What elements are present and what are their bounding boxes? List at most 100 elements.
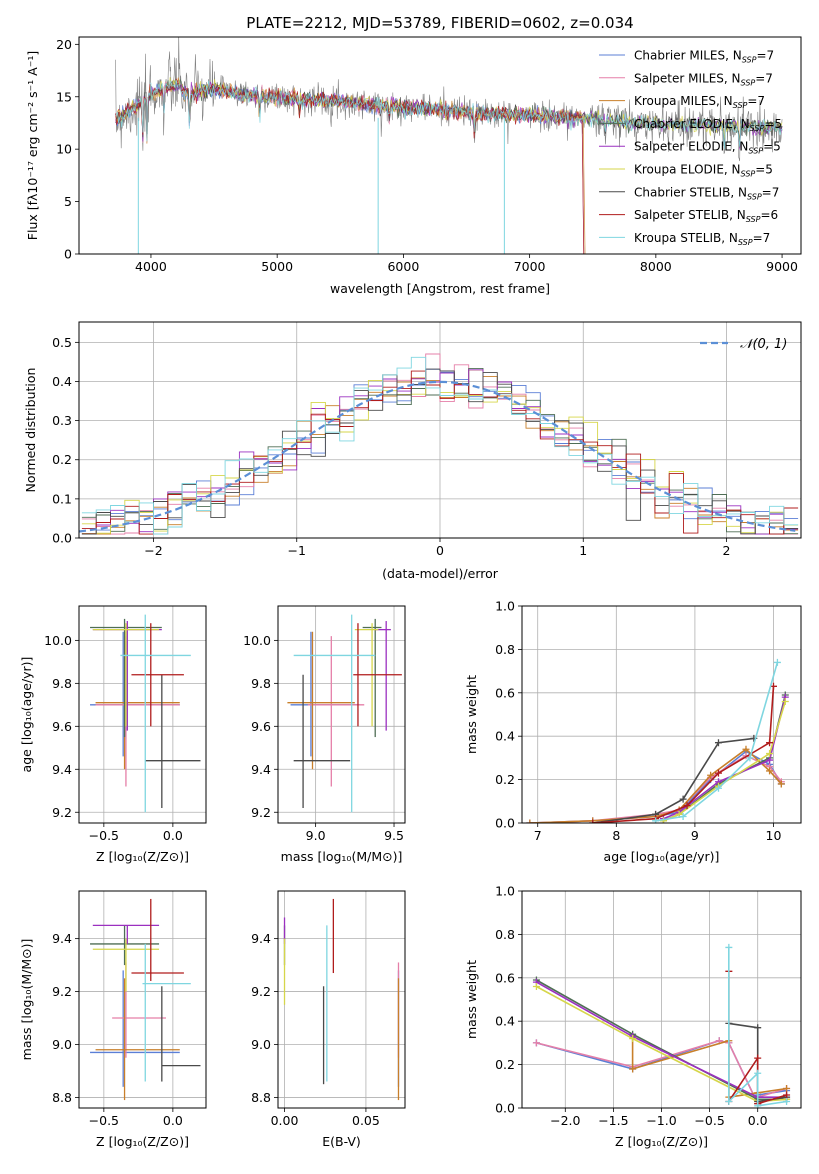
age-weight-panel: 7 8 9 10 0.0 0.2 0.4 0.6 0.8 1.0 age [log₁₀(age/yr… [464,599,802,864]
x-tick-label: 8 [612,828,620,843]
z-mass-panel: −0.5 0.0 8.8 9.0 9.2 9.4 Z [log₁₀(Z/Z⊙)] mass [… [19,890,207,1149]
x-tick-label: 0 [436,543,444,558]
x-tick-label: −1.0 [646,1113,676,1128]
y-tick-label: 9.2 [251,805,271,820]
legend-suffix: =6 [760,208,778,222]
histogram-kroupa-stelib [81,356,799,535]
y-tick-label: 9.8 [251,676,271,691]
legend-suffix: =5 [764,117,782,131]
x-tick-label: 1 [579,543,587,558]
y-axis-label: mass [log₁₀(M/M⊙)] [19,939,34,1061]
weight-marker [754,1054,762,1062]
x-tick-label: 0.0 [163,828,183,843]
x-tick-label: 0.0 [163,1113,183,1128]
spectrum-panel: 4000 5000 6000 7000 8000 9000 0 5 10 15 20 waveleng… [25,14,802,296]
normal-curve [79,380,796,533]
y-axis-label: Normed distribution [23,368,38,493]
x-tick-label: −0.5 [694,1113,724,1128]
x-tick-label: −2.0 [550,1113,580,1128]
legend-suffix: =7 [755,71,773,85]
weight-marker [589,819,597,823]
y-axis-label: Flux [fλ10⁻¹⁷ erg cm⁻² s⁻¹ A⁻¹] [25,51,40,240]
weight-marker [532,982,540,990]
mass-age-panel: 9.0 9.5 9.2 9.4 9.6 9.8 10.0 mass [log₁₀(M/M⊙)] [243,605,406,864]
x-axis-label: mass [log₁₀(M/M⊙)] [281,849,403,864]
weight-marker [714,769,722,777]
x-tick-label: 0.0 [748,1113,768,1128]
x-tick-label: 9000 [766,259,798,274]
y-tick-label: 0.1 [52,491,72,506]
legend-label: Salpeter STELIB, NSSP=6 [634,208,778,224]
y-tick-label: 9.6 [52,719,72,734]
residual-histogram-panel: −2 −1 0 1 2 0.0 0.1 0.2 0.3 0.4 0.5 (data-model)/er… [23,321,802,581]
x-tick-label: 7000 [514,259,546,274]
y-tick-label: 0.2 [495,1057,515,1072]
y-tick-label: 0.8 [495,642,515,657]
y-tick-label: 1.0 [495,599,515,614]
y-tick-label: 0.0 [495,816,515,831]
legend-suffix: =7 [762,185,780,199]
y-tick-label: 9.0 [251,1037,271,1052]
legend-subscript: SSP [741,170,756,179]
weight-marker [725,1097,733,1105]
legend-suffix: =5 [763,140,781,154]
weight-marker [766,750,774,758]
x-axis-label: age [log₁₀(age/yr)] [604,849,720,864]
legend-label: Kroupa ELODIE, NSSP=5 [634,163,773,179]
y-tick-label: 0.4 [495,729,515,744]
legend-subscript: SSP [742,56,757,65]
y-tick-label: 0.0 [52,531,72,546]
legend: Chabrier MILES, NSSP=7 Salpeter MILES, NS… [599,49,782,247]
weight-line [529,748,782,823]
x-tick-label: 8000 [640,259,672,274]
axes-frame [78,321,802,539]
x-tick-label: −0.5 [89,828,119,843]
y-tick-label: 9.2 [52,805,72,820]
histograms [79,353,799,535]
x-axis-label: Z [log₁₀(Z/Z⊙)] [96,849,189,864]
weight-marker [777,780,785,788]
legend-subscript: SSP [747,192,762,201]
errorbars [90,614,201,813]
legend-label: Kroupa MILES, NSSP=7 [634,94,765,110]
x-tick-label: 6000 [387,259,419,274]
x-tick-label: 5000 [261,259,293,274]
x-tick-label: −2 [144,543,162,558]
errorbars [287,614,402,813]
legend-suffix: =5 [755,163,773,177]
y-tick-label: 0.6 [495,685,515,700]
weight-marker [659,817,667,823]
x-axis-label: Z [log₁₀(Z/Z⊙)] [615,1134,708,1149]
x-axis-label: (data-model)/error [382,566,499,581]
weight-marker [742,745,750,753]
model-spectrum-kroupa-stelib [115,79,783,149]
y-tick-label: 0.3 [52,413,72,428]
legend-label: Salpeter MILES, NSSP=7 [634,71,773,87]
y-tick-label: 10.0 [44,633,72,648]
weight-marker [754,1102,762,1108]
histogram-salpeter-elodie [81,369,799,535]
y-tick-label: 10.0 [243,633,271,648]
weight-marker [781,697,789,705]
axes-frame [521,890,802,1109]
y-tick-label: 9.8 [52,676,72,691]
y-tick-label: 15 [56,89,72,104]
legend-suffix: =7 [753,231,771,245]
weight-marker [679,812,687,820]
y-axis-label: mass weight [464,675,479,754]
weight-marker [746,754,754,762]
y-tick-label: 9.4 [251,762,271,777]
x-tick-label: 9.0 [306,828,326,843]
weight-line [536,985,787,1103]
weight-marker [783,1084,791,1092]
x-tick-label: 4000 [135,259,167,274]
chart-title: PLATE=2212, MJD=53789, FIBERID=0602, z=0… [246,14,633,32]
weight-marker [629,1035,637,1043]
weight-marker [683,802,691,810]
weight-lines [526,658,789,823]
weight-marker [532,1039,540,1047]
y-tick-label: 0.2 [52,452,72,467]
legend-label: Chabrier STELIB, NSSP=7 [634,185,779,201]
x-axis-label: wavelength [Angstrom, rest frame] [330,281,550,296]
